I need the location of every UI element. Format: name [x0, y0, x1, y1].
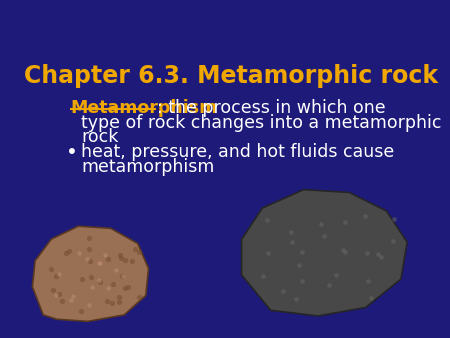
- Point: [104, 298, 111, 304]
- Point: [77, 308, 84, 314]
- Point: [68, 298, 75, 303]
- Point: [364, 279, 371, 284]
- Point: [109, 281, 117, 286]
- Point: [62, 250, 69, 255]
- Point: [117, 252, 124, 258]
- Text: Metamorphism: Metamorphism: [70, 99, 217, 117]
- Point: [96, 280, 103, 285]
- Point: [263, 217, 270, 222]
- Point: [108, 300, 115, 306]
- Point: [135, 249, 143, 255]
- Point: [368, 295, 375, 300]
- Point: [122, 257, 129, 263]
- Point: [361, 213, 369, 218]
- Point: [296, 263, 303, 268]
- Text: rock: rock: [81, 128, 118, 146]
- Point: [58, 298, 65, 304]
- Point: [79, 276, 86, 281]
- Point: [342, 249, 349, 255]
- Point: [120, 273, 127, 279]
- Point: [332, 272, 339, 277]
- Point: [325, 282, 333, 288]
- Point: [56, 292, 63, 297]
- Point: [364, 250, 371, 255]
- Point: [55, 271, 62, 276]
- Point: [299, 278, 306, 283]
- Point: [75, 251, 82, 256]
- Point: [96, 261, 104, 266]
- Point: [53, 273, 60, 279]
- Point: [280, 288, 287, 293]
- Point: [318, 221, 325, 226]
- Text: metamorphism: metamorphism: [81, 158, 215, 176]
- Point: [89, 285, 96, 290]
- Text: heat, pressure, and hot fluids cause: heat, pressure, and hot fluids cause: [81, 143, 394, 161]
- Point: [288, 239, 296, 244]
- Point: [48, 266, 55, 271]
- Point: [104, 285, 112, 291]
- Point: [104, 256, 112, 261]
- Point: [85, 236, 92, 241]
- Point: [86, 258, 94, 264]
- Text: : the process in which one: : the process in which one: [157, 99, 386, 117]
- Point: [86, 302, 93, 308]
- Point: [136, 295, 143, 300]
- Point: [53, 293, 60, 298]
- Point: [128, 259, 135, 264]
- Point: [341, 219, 348, 225]
- Point: [340, 247, 347, 252]
- Polygon shape: [242, 190, 407, 316]
- Point: [96, 277, 103, 283]
- Polygon shape: [32, 226, 148, 321]
- Point: [125, 284, 132, 290]
- Point: [86, 246, 93, 251]
- Point: [265, 250, 272, 256]
- Point: [259, 274, 266, 279]
- Point: [287, 229, 294, 234]
- Point: [131, 246, 139, 251]
- Text: Chapter 6.3. Metamorphic rock: Chapter 6.3. Metamorphic rock: [23, 64, 438, 88]
- Point: [65, 248, 72, 254]
- Point: [88, 274, 95, 280]
- Point: [118, 273, 125, 278]
- Point: [117, 256, 124, 261]
- Point: [69, 293, 76, 298]
- Point: [102, 252, 109, 258]
- Point: [292, 296, 300, 301]
- Text: •: •: [66, 143, 77, 162]
- Point: [116, 299, 123, 305]
- Point: [298, 249, 306, 255]
- Point: [378, 254, 385, 259]
- Point: [112, 267, 120, 273]
- Point: [50, 287, 57, 292]
- Point: [84, 257, 91, 262]
- Point: [321, 233, 328, 239]
- Point: [391, 216, 398, 222]
- Point: [374, 251, 382, 257]
- Point: [95, 260, 103, 266]
- Point: [115, 294, 122, 299]
- Point: [122, 285, 129, 291]
- Point: [390, 238, 397, 243]
- Text: type of rock changes into a metamorphic: type of rock changes into a metamorphic: [81, 114, 441, 132]
